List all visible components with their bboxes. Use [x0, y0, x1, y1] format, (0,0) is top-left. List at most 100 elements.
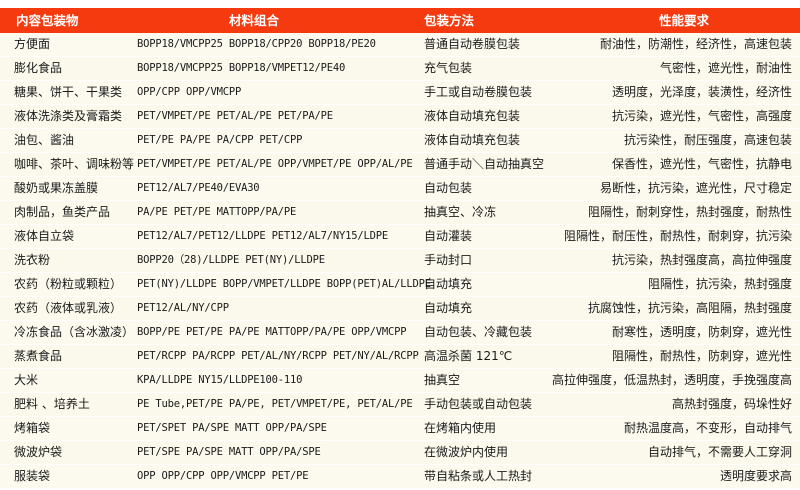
- cell-method: 自动包装、冷藏包装: [424, 325, 533, 339]
- table-row: 酸奶或果冻盖膜 PET12/AL7/PE40/EVA30 自动包装 易断性，抗污染，遮…: [0, 177, 800, 201]
- table-row: 液体洗涤类及膏霜类 PET/VMPET/PE PET/AL/PE PET/PA/P…: [0, 105, 800, 129]
- table-row: 油包、酱油 PET/PE PA/PE PA/CPP PET/CPP 液体自动填充包装…: [0, 129, 800, 153]
- cell-content: 服装袋: [14, 469, 51, 483]
- cell-content: 咖啡、茶叶、调味粉等: [14, 157, 135, 171]
- table-row: 液体自立袋 PET12/AL7/PET12/LLDPE PET12/AL7/NY1…: [0, 225, 800, 249]
- cell-performance: 阻隔性，抗污染，热封强度: [647, 277, 792, 291]
- cell-method: 手工或自动卷膜包装: [424, 85, 533, 99]
- cell-material: PA/PE PET/PE MATTOPP/PA/PE: [137, 206, 297, 218]
- cell-content: 农药（粉粒或颗粒）: [14, 277, 123, 291]
- cell-method: 高温杀菌 121℃: [424, 349, 513, 363]
- cell-material: PET12/AL7/PE40/EVA30: [137, 182, 260, 194]
- cell-performance: 抗腐蚀性，抗污染，高阻隔，热封强度: [587, 301, 792, 315]
- table-row: 洗衣粉 BOPP20（28)/LLDPE PET(NY)/LLDPE 手动封口 抗污染…: [0, 249, 800, 273]
- table-row: 膨化食品 BOPP18/VMCPP25 BOPP18/VMPET12/PE40 充气…: [0, 57, 800, 81]
- cell-performance: 透明度要求高: [719, 469, 792, 483]
- cell-performance: 易断性，抗污染，遮光性，尺寸稳定: [599, 181, 792, 195]
- cell-content: 酸奶或果冻盖膜: [14, 181, 99, 195]
- table-row: 冷冻食品（含冰激凌） BOPP/PE PET/PE PA/PE MATTOPP/P…: [0, 321, 800, 345]
- cell-performance: 气密性，遮光性，耐油性: [659, 61, 792, 75]
- cell-content: 肉制品，鱼类产品: [14, 205, 111, 219]
- cell-method: 普通自动卷膜包装: [424, 37, 521, 51]
- table-row: 肉制品，鱼类产品 PA/PE PET/PE MATTOPP/PA/PE 抽真空、冷冻…: [0, 201, 800, 225]
- cell-performance: 自动排气，不需要人工穿洞: [647, 445, 792, 459]
- cell-method: 液体自动填充包装: [424, 109, 521, 123]
- cell-method: 抽真空、冷冻: [424, 205, 497, 219]
- cell-material: BOPP/PE PET/PE PA/PE MATTOPP/PA/PE OPP/V…: [137, 326, 407, 338]
- cell-material: PET12/AL7/PET12/LLDPE PET12/AL7/NY15/LDP…: [137, 230, 388, 242]
- cell-method: 带自粘条或人工热封: [424, 469, 533, 483]
- cell-material: PET(NY)/LLDPE BOPP/VMPET/LLDPE BOPP(PET)…: [137, 278, 431, 290]
- cell-performance: 抗污染，热封强度高，高拉伸强度: [611, 253, 792, 267]
- table-row: 方便面 BOPP18/VMCPP25 BOPP18/CPP20 BOPP18/PE…: [0, 33, 800, 57]
- cell-method: 自动灌装: [424, 229, 473, 243]
- cell-method: 抽真空: [424, 373, 461, 387]
- cell-performance: 阻隔性，耐刺穿性，热封强度，耐热性: [587, 205, 792, 219]
- table-row: 服装袋 OPP OPP/CPP OPP/VMCPP PET/PE 带自粘条或人工热封…: [0, 465, 800, 489]
- cell-material: PET/VMPET/PE PET/AL/PE PET/PA/PE: [137, 110, 333, 122]
- cell-content: 方便面: [14, 37, 51, 51]
- cell-material: BOPP18/VMCPP25 BOPP18/CPP20 BOPP18/PE20: [137, 38, 376, 50]
- cell-content: 蒸煮食品: [14, 349, 63, 363]
- cell-method: 自动填充: [424, 301, 473, 315]
- cell-content: 微波炉袋: [14, 445, 63, 459]
- cell-content: 膨化食品: [14, 61, 63, 75]
- table-row: 咖啡、茶叶、调味粉等 PET/VMPET/PE PET/AL/PE OPP/VMP…: [0, 153, 800, 177]
- cell-material: KPA/LLDPE NY15/LLDPE100-110: [137, 374, 303, 386]
- cell-method: 手动包装或自动包装: [424, 397, 533, 411]
- cell-method: 自动填充: [424, 277, 473, 291]
- table-row: 蒸煮食品 PET/RCPP PA/RCPP PET/AL/NY/RCPP PET/…: [0, 345, 800, 369]
- cell-method: 在微波炉内使用: [424, 445, 509, 459]
- cell-method: 液体自动填充包装: [424, 133, 521, 147]
- cell-content: 冷冻食品（含冰激凌）: [14, 325, 135, 339]
- cell-content: 洗衣粉: [14, 253, 51, 267]
- cell-content: 大米: [14, 373, 39, 387]
- cell-material: PET/SPE PA/SPE MATT OPP/PA/SPE: [137, 446, 321, 458]
- table-row: 大米 KPA/LLDPE NY15/LLDPE100-110 抽真空 高拉伸强度，低温…: [0, 369, 800, 393]
- cell-material: PE Tube,PET/PE PA/PE, PET/VMPET/PE, PET/…: [137, 398, 413, 410]
- column-header-performance: 性能要求: [659, 13, 710, 28]
- cell-content: 肥料 、培养土: [14, 397, 90, 411]
- cell-content: 油包、酱油: [14, 133, 75, 147]
- cell-material: PET/VMPET/PE PET/AL/PE OPP/VMPET/PE OPP/…: [137, 158, 413, 170]
- cell-material: PET/PE PA/PE PA/CPP PET/CPP: [137, 134, 303, 146]
- table-row: 农药（液体或乳液） PET12/AL/NY/CPP 自动填充 抗腐蚀性，抗污染，高阻隔…: [0, 297, 800, 321]
- cell-performance: 耐油性，防潮性，经济性，高速包装: [599, 37, 792, 51]
- table-row: 糖果、饼干、干果类 OPP/CPP OPP/VMCPP 手工或自动卷膜包装 透明度，光…: [0, 81, 800, 105]
- cell-content: 液体自立袋: [14, 229, 75, 243]
- cell-performance: 透明度，光泽度，装潢性，经济性: [611, 85, 792, 99]
- column-header-content: 内容包装物: [16, 13, 79, 28]
- table-row: 微波炉袋 PET/SPE PA/SPE MATT OPP/PA/SPE 在微波炉内使…: [0, 441, 800, 465]
- cell-material: PET/RCPP PA/RCPP PET/AL/NY/RCPP PET/NY/A…: [137, 350, 419, 362]
- column-header-material: 材料组合: [229, 13, 280, 28]
- cell-performance: 保香性，遮光性，气密性，抗静电: [611, 157, 792, 171]
- cell-material: PET12/AL/NY/CPP: [137, 302, 229, 314]
- cell-method: 自动包装: [424, 181, 473, 195]
- table-row: 农药（粉粒或颗粒） PET(NY)/LLDPE BOPP/VMPET/LLDPE …: [0, 273, 800, 297]
- column-header-method: 包装方法: [424, 13, 475, 28]
- cell-performance: 高拉伸强度，低温热封，透明度，手挽强度高: [551, 373, 792, 387]
- cell-material: BOPP20（28)/LLDPE PET(NY)/LLDPE: [137, 254, 325, 266]
- cell-performance: 高热封强度，码垛性好: [671, 397, 792, 411]
- cell-material: OPP OPP/CPP OPP/VMCPP PET/PE: [137, 470, 309, 482]
- cell-material: PET/SPET PA/SPE MATT OPP/PA/SPE: [137, 422, 327, 434]
- table-header-band: 内容包装物 材料组合 包装方法 性能要求: [0, 8, 800, 33]
- cell-performance: 抗污染，遮光性，气密性，高强度: [611, 109, 792, 123]
- cell-performance: 耐寒性，透明度，防刺穿，遮光性: [611, 325, 792, 339]
- table-row: 烤箱袋 PET/SPET PA/SPE MATT OPP/PA/SPE 在烤箱内使用…: [0, 417, 800, 441]
- cell-method: 充气包装: [424, 61, 473, 75]
- table-row: 肥料 、培养土 PE Tube,PET/PE PA/PE, PET/VMPET/P…: [0, 393, 800, 417]
- cell-performance: 耐热温度高，不变形，自动排气: [623, 421, 792, 435]
- cell-method: 在烤箱内使用: [424, 421, 497, 435]
- cell-method: 普通手动＼自动抽真空: [424, 157, 545, 171]
- cell-content: 烤箱袋: [14, 421, 51, 435]
- cell-performance: 抗污染性，耐压强度，高速包装: [623, 133, 792, 147]
- cell-material: OPP/CPP OPP/VMCPP: [137, 86, 242, 98]
- cell-method: 手动封口: [424, 253, 473, 267]
- table-body: 方便面 BOPP18/VMCPP25 BOPP18/CPP20 BOPP18/PE…: [0, 33, 800, 489]
- cell-content: 农药（液体或乳液）: [14, 301, 123, 315]
- cell-performance: 阻隔性，耐热性，防刺穿，遮光性: [611, 349, 792, 363]
- cell-content: 液体洗涤类及膏霜类: [14, 109, 123, 123]
- cell-content: 糖果、饼干、干果类: [14, 85, 123, 99]
